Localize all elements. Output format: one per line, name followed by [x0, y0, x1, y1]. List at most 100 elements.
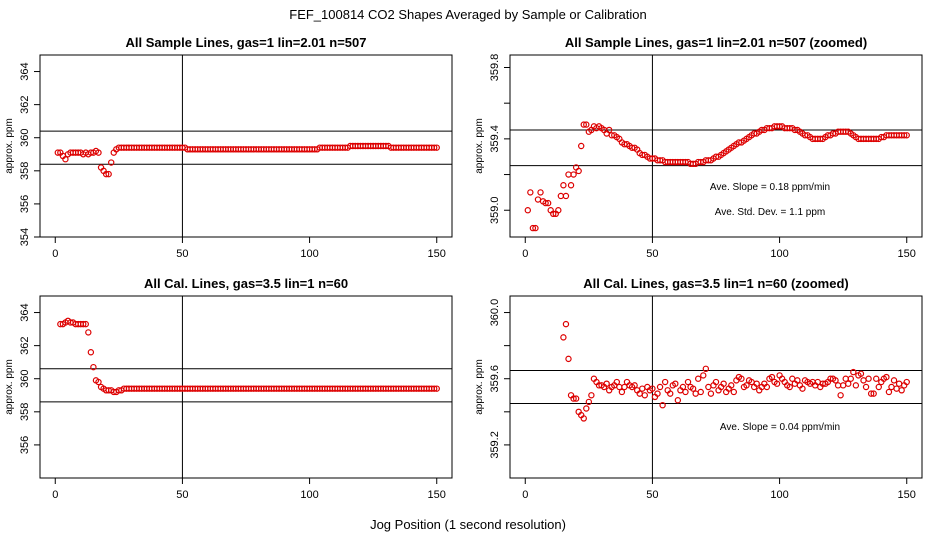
data-point — [613, 378, 621, 386]
data-point — [659, 402, 666, 409]
data-point — [730, 388, 738, 396]
x-tick-label: 100 — [300, 248, 318, 260]
data-point — [524, 207, 532, 214]
y-tick-label: 362 — [19, 95, 31, 113]
data-point — [898, 387, 905, 394]
data-point — [794, 377, 801, 384]
x-tick-label: 150 — [428, 248, 446, 260]
data-point — [580, 121, 587, 128]
data-point — [542, 199, 549, 207]
data-point — [433, 385, 440, 392]
data-point — [707, 390, 715, 397]
x-tick-label: 50 — [646, 248, 658, 260]
data-point — [433, 144, 440, 151]
y-axis-label: approx. ppm — [4, 118, 15, 174]
data-point — [578, 142, 585, 150]
x-tick-label: 50 — [176, 248, 188, 260]
data-point — [105, 170, 112, 178]
data-point — [839, 382, 847, 389]
data-point — [875, 383, 882, 391]
data-point — [786, 383, 793, 391]
data-point — [603, 380, 610, 387]
data-point — [570, 395, 577, 402]
data-point — [672, 380, 679, 387]
figure-xlabel: Jog Position (1 second resolution) — [370, 517, 566, 532]
data-point — [631, 382, 638, 389]
annotation-text: Ave. Slope = 0.04 ppm/min — [720, 422, 840, 433]
data-point — [689, 385, 697, 392]
data-point — [834, 382, 842, 389]
data-point — [430, 385, 438, 392]
data-point — [852, 382, 860, 389]
data-point — [903, 132, 910, 139]
data-point — [867, 390, 875, 397]
data-point — [654, 390, 661, 397]
y-tick-label: 359.0 — [489, 196, 501, 224]
data-point — [54, 149, 62, 156]
y-tick-label: 359.8 — [489, 54, 501, 82]
data-point — [605, 126, 613, 134]
plot-frame — [39, 54, 453, 238]
data-point — [888, 383, 895, 391]
data-point — [527, 189, 534, 196]
data-point — [580, 415, 587, 422]
data-point — [702, 365, 710, 372]
data-point — [80, 320, 87, 328]
data-point — [860, 377, 867, 384]
chart-title: All Sample Lines, gas=1 lin=2.01 n=507 (… — [565, 35, 867, 50]
y-tick-label: 364 — [19, 62, 31, 80]
data-point — [890, 377, 898, 384]
data-point — [87, 349, 95, 356]
data-point — [95, 149, 102, 156]
plot-frame — [39, 295, 453, 479]
y-tick-label: 356 — [19, 195, 31, 213]
y-axis-label: approx. ppm — [474, 359, 485, 415]
data-point — [575, 167, 582, 175]
data-point — [562, 320, 570, 328]
data-point — [544, 199, 552, 207]
y-tick-label: 358 — [19, 403, 31, 421]
data-point — [585, 398, 593, 406]
data-point — [560, 334, 567, 341]
plot-frame — [509, 54, 923, 238]
data-point — [641, 392, 648, 399]
x-tick-label: 100 — [300, 489, 318, 501]
chart-panel-1: All Sample Lines, gas=1 lin=2.01 n=507 0 5… — [4, 35, 453, 260]
data-point — [82, 320, 89, 328]
chart-panel-3: All Cal. Lines, gas=3.5 lin=1 n=60 0 50 100… — [4, 276, 453, 501]
data-point — [108, 159, 115, 166]
chart-title: All Cal. Lines, gas=3.5 lin=1 n=60 (zoom… — [583, 276, 849, 291]
data-point — [705, 383, 712, 391]
x-tick-label: 0 — [52, 248, 58, 260]
annotation-text: Ave. Std. Dev. = 1.1 ppm — [715, 207, 826, 218]
data-point — [656, 383, 664, 391]
data-point — [90, 363, 97, 371]
data-point — [560, 182, 567, 189]
y-tick-label: 356 — [19, 436, 31, 454]
data-point — [870, 390, 877, 397]
data-point — [842, 375, 849, 382]
data-point — [572, 395, 580, 402]
data-point — [720, 380, 727, 387]
data-point — [562, 192, 570, 200]
data-point — [832, 377, 839, 384]
data-point — [847, 375, 854, 382]
data-point — [567, 182, 575, 189]
data-point — [712, 378, 720, 386]
data-point — [529, 224, 537, 232]
data-point — [883, 373, 890, 381]
x-tick-label: 150 — [428, 489, 446, 501]
data-point — [430, 144, 438, 151]
data-point — [661, 378, 669, 386]
y-tick-label: 359.6 — [489, 365, 501, 393]
data-point — [763, 383, 771, 391]
x-tick-label: 50 — [646, 489, 658, 501]
data-point — [850, 368, 857, 376]
data-point — [85, 329, 92, 336]
data-point — [862, 383, 870, 391]
data-point — [865, 375, 872, 382]
data-point — [768, 373, 776, 381]
data-point — [532, 224, 539, 232]
data-point — [900, 132, 908, 139]
